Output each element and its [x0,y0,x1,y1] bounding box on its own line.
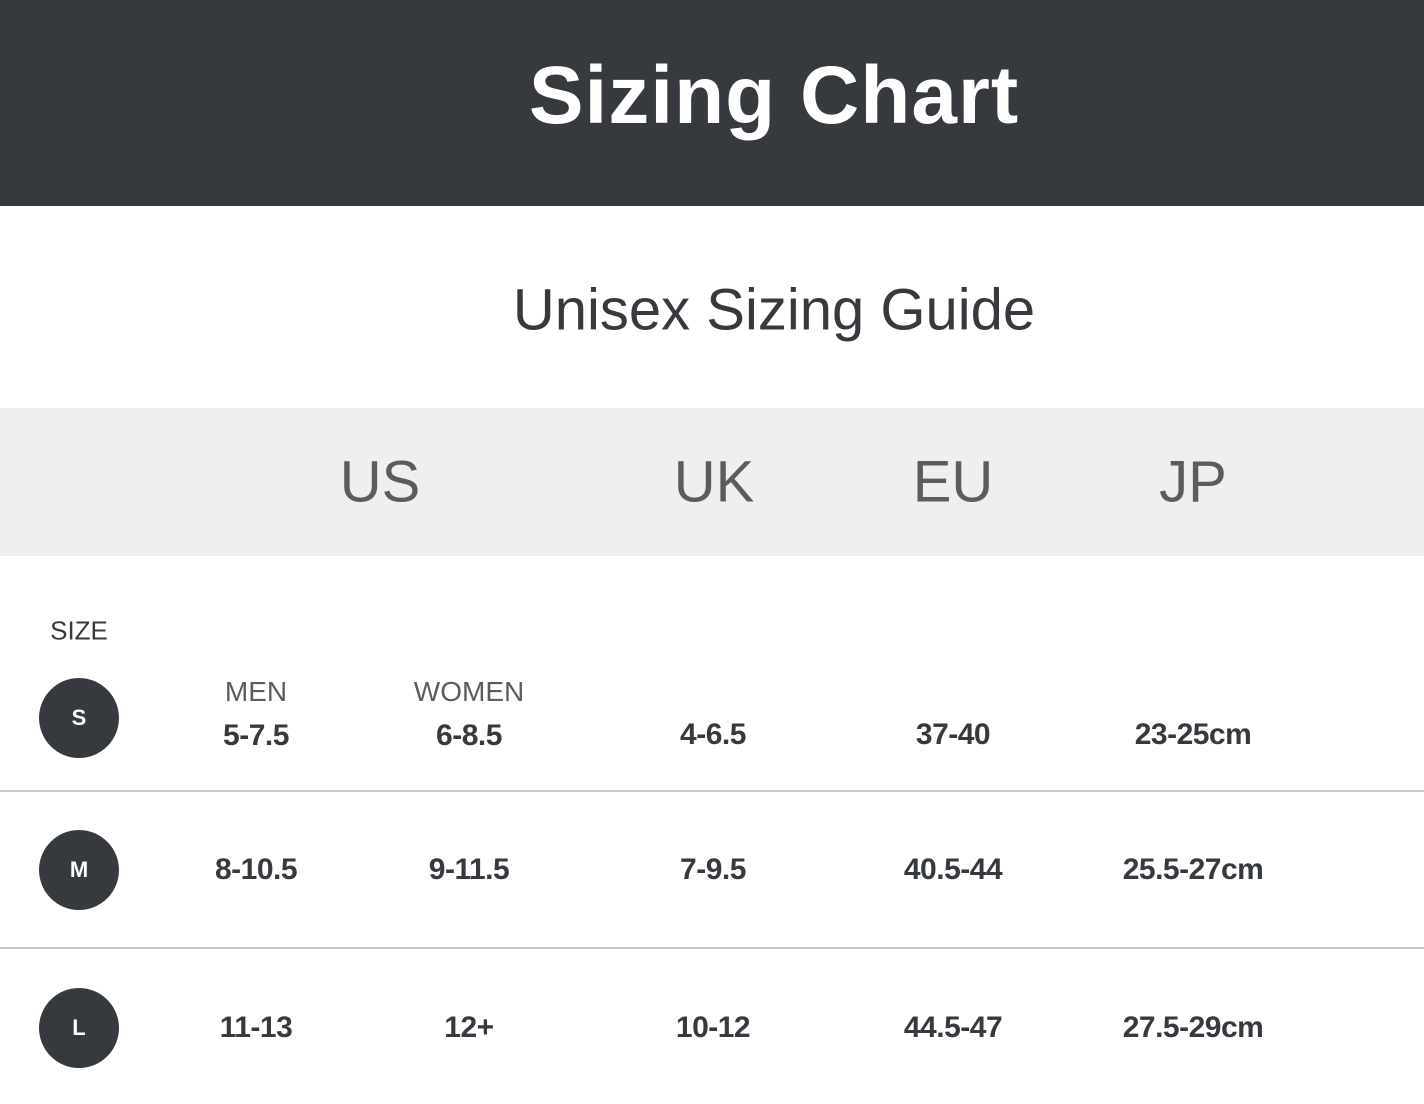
cell-eu: 44.5-47 [903,1011,1003,1044]
column-header-uk: UK [673,449,755,515]
column-header-jp: JP [1159,449,1227,515]
cell-us-men: 11-13 [219,1011,293,1044]
column-header-eu: EU [912,449,994,515]
cell-us-women: 9-11.5 [428,853,510,886]
size-badge-l: L [39,988,119,1068]
cell-us-women: 6-8.5 [436,719,502,752]
size-badge-s: S [39,678,119,758]
size-badge-m: M [39,830,119,910]
size-label: SIZE [50,615,108,646]
cell-jp: 23-25cm [1134,718,1252,751]
us-women-subheader: WOMEN [413,676,525,707]
us-men-subheader: MEN [224,676,288,707]
cell-us-women: 12+ [444,1011,494,1044]
cell-jp: 25.5-27cm [1122,853,1264,886]
cell-uk: 7-9.5 [680,853,746,886]
row-divider [0,790,1424,792]
cell-uk: 10-12 [675,1011,751,1044]
cell-uk: 4-6.5 [680,718,746,751]
cell-jp: 27.5-29cm [1122,1011,1264,1044]
column-header-us: US [339,449,421,515]
cell-us-men: 8-10.5 [214,853,298,886]
header-bar [0,0,1424,206]
cell-eu: 40.5-44 [903,853,1003,886]
cell-us-men: 5-7.5 [223,719,289,752]
page-title: Sizing Chart [528,50,1020,141]
subtitle: Unisex Sizing Guide [512,277,1036,343]
column-header-band [0,408,1424,556]
row-divider [0,947,1424,949]
cell-eu: 37-40 [915,718,991,751]
